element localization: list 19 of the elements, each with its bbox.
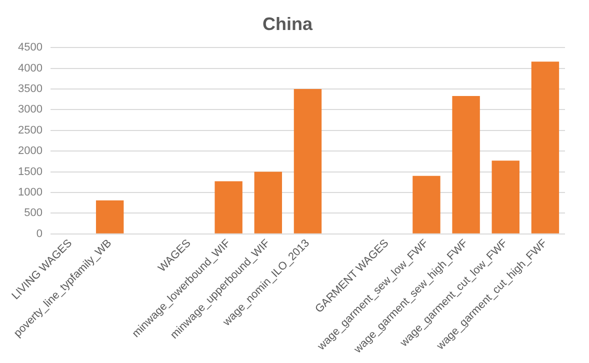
y-tick-label: 2000 bbox=[18, 145, 42, 158]
y-tick-label: 4500 bbox=[18, 42, 42, 54]
y-tick-label: 500 bbox=[24, 207, 42, 220]
y-tick-label: 0 bbox=[36, 228, 42, 240]
bar bbox=[531, 62, 560, 234]
y-tick-label: 1000 bbox=[18, 186, 42, 198]
y-tick-label: 1500 bbox=[18, 166, 42, 178]
chart-title: China bbox=[262, 14, 314, 34]
bar bbox=[96, 200, 124, 234]
bar bbox=[492, 160, 520, 234]
bar bbox=[254, 172, 282, 234]
bar bbox=[294, 88, 322, 234]
bar bbox=[214, 181, 242, 234]
y-tick-label: 3000 bbox=[18, 104, 42, 116]
bar bbox=[412, 176, 440, 234]
y-tick-label: 3500 bbox=[18, 83, 42, 96]
y-tick-label: 4000 bbox=[18, 62, 42, 74]
bar bbox=[452, 96, 480, 234]
y-tick-label: 2500 bbox=[18, 124, 42, 136]
